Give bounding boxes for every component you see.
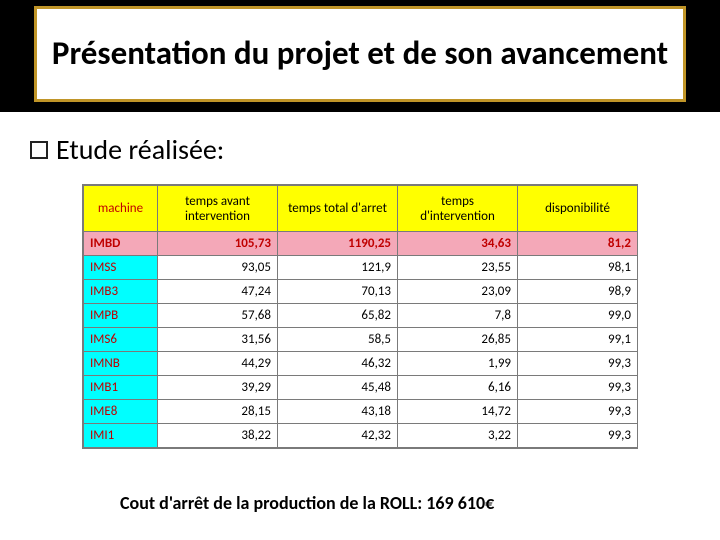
- cell-machine: IMPB: [84, 304, 158, 328]
- cell: 6,16: [398, 376, 518, 400]
- cell: 70,13: [278, 280, 398, 304]
- bullet-row: Etude réalisée:: [30, 132, 224, 167]
- table-row: IMB1 39,29 45,48 6,16 99,3: [84, 376, 638, 400]
- cell: 98,9: [518, 280, 638, 304]
- cell-machine: IMBD: [84, 232, 158, 256]
- cell: 121,9: [278, 256, 398, 280]
- cell: 99,3: [518, 424, 638, 448]
- bullet-square-icon: [30, 141, 48, 159]
- cell: 57,68: [158, 304, 278, 328]
- cell: 26,85: [398, 328, 518, 352]
- cell: 31,56: [158, 328, 278, 352]
- cell: 45,48: [278, 376, 398, 400]
- footer-cost-line: Cout d'arrêt de la production de la ROLL…: [120, 492, 680, 514]
- cell: 99,0: [518, 304, 638, 328]
- table-row: IMPB 57,68 65,82 7,8 99,0: [84, 304, 638, 328]
- data-table: machine temps avant intervention temps t…: [83, 185, 638, 448]
- cell: 105,73: [158, 232, 278, 256]
- content-area: Etude réalisée: machine temps avant inte…: [0, 112, 720, 540]
- cell: 43,18: [278, 400, 398, 424]
- cell: 81,2: [518, 232, 638, 256]
- table-row: IMS6 31,56 58,5 26,85 99,1: [84, 328, 638, 352]
- table-body: IMBD 105,73 1190,25 34,63 81,2 IMSS 93,0…: [84, 232, 638, 448]
- col-temps-avant: temps avant intervention: [158, 186, 278, 232]
- cell: 3,22: [398, 424, 518, 448]
- cell: 93,05: [158, 256, 278, 280]
- cell: 34,63: [398, 232, 518, 256]
- cell: 99,3: [518, 352, 638, 376]
- title-box: Présentation du projet et de son avancem…: [34, 6, 686, 102]
- cell: 39,29: [158, 376, 278, 400]
- cell: 98,1: [518, 256, 638, 280]
- table-header-row: machine temps avant intervention temps t…: [84, 186, 638, 232]
- cell: 99,1: [518, 328, 638, 352]
- cell: 38,22: [158, 424, 278, 448]
- table-row: IME8 28,15 43,18 14,72 99,3: [84, 400, 638, 424]
- col-disponibilite: disponibilité: [518, 186, 638, 232]
- col-temps-intervention: temps d'intervention: [398, 186, 518, 232]
- cell: 23,55: [398, 256, 518, 280]
- slide: Présentation du projet et de son avancem…: [0, 0, 720, 540]
- cell-machine: IME8: [84, 400, 158, 424]
- cell: 42,32: [278, 424, 398, 448]
- cell: 1190,25: [278, 232, 398, 256]
- slide-title: Présentation du projet et de son avancem…: [52, 35, 668, 73]
- cell: 23,09: [398, 280, 518, 304]
- bullet-text: Etude réalisée:: [56, 132, 224, 167]
- cell: 47,24: [158, 280, 278, 304]
- cell: 65,82: [278, 304, 398, 328]
- cell: 1,99: [398, 352, 518, 376]
- col-machine: machine: [84, 186, 158, 232]
- cell: 14,72: [398, 400, 518, 424]
- cell-machine: IMSS: [84, 256, 158, 280]
- col-temps-total: temps total d'arret: [278, 186, 398, 232]
- cell: 99,3: [518, 376, 638, 400]
- table-row: IMI1 38,22 42,32 3,22 99,3: [84, 424, 638, 448]
- cell-machine: IMNB: [84, 352, 158, 376]
- cell: 99,3: [518, 400, 638, 424]
- table-row: IMNB 44,29 46,32 1,99 99,3: [84, 352, 638, 376]
- cell-machine: IMS6: [84, 328, 158, 352]
- cell: 44,29: [158, 352, 278, 376]
- cell: 46,32: [278, 352, 398, 376]
- cell-machine: IMB1: [84, 376, 158, 400]
- cell-machine: IMI1: [84, 424, 158, 448]
- table-row: IMSS 93,05 121,9 23,55 98,1: [84, 256, 638, 280]
- table-row: IMBD 105,73 1190,25 34,63 81,2: [84, 232, 638, 256]
- table-row: IMB3 47,24 70,13 23,09 98,9: [84, 280, 638, 304]
- cell: 28,15: [158, 400, 278, 424]
- cell-machine: IMB3: [84, 280, 158, 304]
- data-table-wrap: machine temps avant intervention temps t…: [82, 184, 638, 449]
- cell: 58,5: [278, 328, 398, 352]
- cell: 7,8: [398, 304, 518, 328]
